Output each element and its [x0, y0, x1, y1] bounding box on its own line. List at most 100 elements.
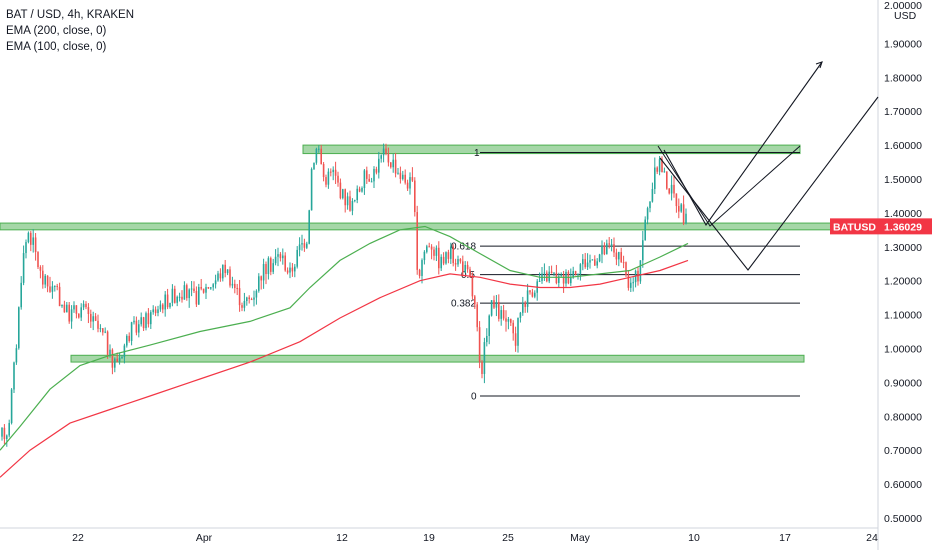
candle-body — [366, 170, 368, 179]
candle-body — [675, 193, 678, 207]
candle-body — [514, 333, 517, 346]
y-tick-label: 1.00000 — [884, 344, 922, 356]
candle-body — [414, 180, 416, 213]
candle-body — [56, 285, 58, 287]
candle-body — [313, 162, 315, 170]
candle-body — [591, 259, 594, 261]
candle-body — [54, 285, 56, 287]
candle-body — [543, 272, 546, 274]
y-tick-label: 0.90000 — [884, 377, 922, 389]
candle-body — [236, 287, 238, 289]
candle-body — [589, 260, 591, 263]
candle-body — [390, 162, 392, 168]
candle-body — [464, 264, 466, 273]
candle-body — [512, 322, 514, 334]
candle-body — [330, 171, 332, 173]
candle-body — [190, 288, 193, 290]
candle-body — [10, 389, 13, 424]
candle-body — [378, 158, 380, 173]
candle-body — [356, 188, 358, 201]
candle-body — [214, 280, 217, 285]
candle-body — [459, 259, 462, 262]
projection-arrow-head — [815, 61, 823, 69]
candle-body — [661, 159, 663, 173]
candle-body — [646, 208, 649, 220]
candle-body — [474, 296, 476, 305]
candle-body — [510, 319, 512, 323]
candle-body — [642, 240, 644, 261]
y-axis-currency: USD — [894, 10, 917, 22]
candle-body — [162, 304, 164, 310]
y-tick-label: 0.80000 — [884, 411, 922, 423]
candle-body — [450, 246, 452, 259]
mid-zone — [0, 222, 879, 231]
candle-body — [315, 148, 318, 163]
candle-body — [138, 324, 140, 333]
candle-body — [519, 312, 522, 318]
candle-body — [37, 252, 39, 268]
candle-body — [529, 290, 531, 293]
candle-body — [517, 317, 519, 346]
candle-body — [430, 246, 433, 250]
candle-body — [615, 252, 618, 260]
candle-body — [210, 287, 212, 289]
candle-body — [202, 288, 205, 293]
candle-body — [58, 286, 61, 307]
candle-body — [632, 282, 634, 284]
candle-body — [90, 313, 92, 322]
candle-body — [466, 264, 469, 270]
candle-body — [382, 148, 385, 156]
candle-body — [68, 304, 70, 322]
candle-body — [61, 304, 63, 307]
candle-body — [579, 264, 582, 275]
candle-body — [130, 322, 133, 341]
candle-body — [368, 178, 370, 182]
candle-body — [301, 243, 303, 245]
candle-body — [327, 171, 330, 185]
candle-body — [92, 316, 94, 322]
candle-body — [152, 309, 154, 313]
candle-body — [248, 297, 250, 300]
candle-body — [498, 302, 500, 319]
candle-body — [438, 247, 440, 269]
candle-body — [572, 271, 574, 278]
candle-body — [428, 246, 430, 248]
candle-body — [570, 277, 572, 284]
candle-body — [255, 290, 258, 298]
candle-body — [49, 286, 51, 292]
candle-body — [375, 168, 378, 173]
candle-body — [411, 177, 414, 181]
candle-body — [289, 267, 291, 273]
candle-body — [166, 294, 169, 308]
candle-body — [39, 267, 42, 271]
candle-body — [82, 303, 85, 308]
candle-body — [598, 254, 601, 262]
candle-body — [370, 181, 373, 183]
candle-body — [582, 259, 584, 265]
candle-body — [452, 246, 454, 264]
candle-body — [34, 237, 37, 253]
candle-body — [291, 267, 294, 272]
candle-body — [610, 244, 613, 246]
candle-body — [104, 331, 106, 333]
candle-body — [342, 189, 344, 199]
support-zone — [70, 354, 805, 363]
candle-body — [205, 287, 207, 293]
candle-body — [507, 319, 510, 322]
candle-body — [462, 261, 464, 273]
candle-body — [442, 256, 445, 264]
price-badge — [878, 218, 932, 235]
candle-body — [601, 245, 603, 255]
fib-label-0-382: 0.382 — [451, 299, 476, 310]
candle-body — [361, 187, 363, 192]
candle-body — [22, 253, 25, 283]
candle-body — [178, 296, 181, 298]
candle-body — [471, 276, 474, 297]
candle-body — [538, 280, 541, 282]
candle-body — [668, 188, 670, 194]
candle-body — [171, 288, 174, 303]
candle-body — [154, 309, 157, 314]
fib-label-0-618: 0.618 — [451, 242, 476, 253]
